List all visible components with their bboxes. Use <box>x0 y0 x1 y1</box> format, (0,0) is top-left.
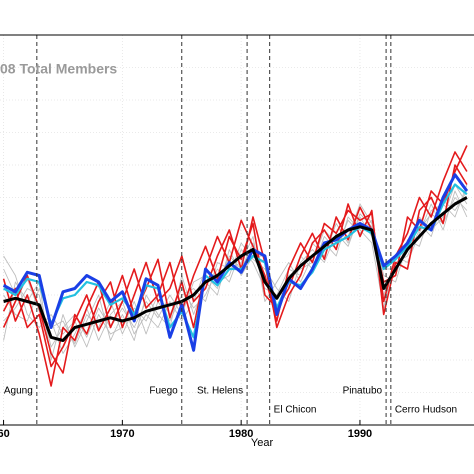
volcano-label: Agung <box>4 386 33 397</box>
volcano-label: El Chicon <box>274 405 317 416</box>
volcano-label: Cerro Hudson <box>395 405 457 416</box>
annotations: Agung Fuego St. Helens El Chicon Pinatubo Cer… <box>4 35 457 425</box>
chart-title: 08 Total Members <box>0 61 117 77</box>
x-tick-label: 60 <box>0 428 10 440</box>
x-tick-label: 1970 <box>110 428 134 440</box>
series-line <box>3 196 468 342</box>
volcano-label: St. Helens <box>197 386 243 397</box>
x-tick-label: 1980 <box>229 428 253 440</box>
series-line <box>2 173 469 352</box>
volcano-label: Pinatubo <box>343 386 383 397</box>
axis: 60 1970 1980 1990 <box>0 420 372 440</box>
lines <box>2 145 469 387</box>
x-axis-label: Year <box>251 437 274 449</box>
series-line <box>2 164 468 374</box>
x-tick-label: 1990 <box>348 428 372 440</box>
volcano-label: Fuego <box>149 386 178 397</box>
